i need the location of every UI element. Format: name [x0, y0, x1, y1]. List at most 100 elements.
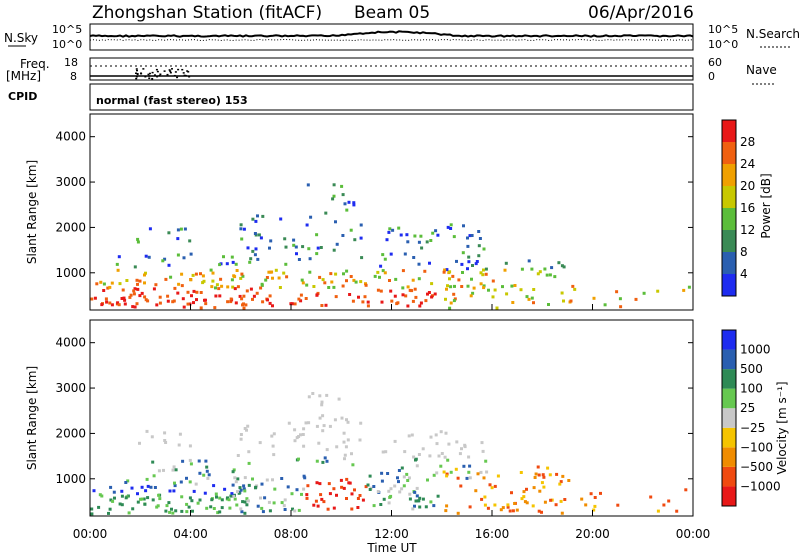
heat-cell: [112, 490, 116, 494]
heat-cell: [168, 489, 172, 493]
heat-cell: [456, 511, 460, 515]
heat-cell: [439, 464, 443, 468]
heat-cell: [345, 497, 348, 500]
heat-cell: [472, 286, 476, 290]
heat-cell: [100, 303, 104, 307]
heat-cell: [421, 497, 425, 501]
heat-cell: [326, 507, 330, 511]
heat-cell: [675, 509, 679, 513]
freq-point: [177, 68, 180, 71]
velocity-colorbar: 1000 500 100 25 −25 −100 −500 −1000: [721, 329, 781, 507]
heat-cell: [499, 508, 503, 512]
heat-cell: [417, 453, 421, 456]
heat-cell: [656, 289, 660, 293]
heat-cell: [447, 442, 451, 446]
heat-cell: [523, 500, 527, 504]
heat-cell: [243, 511, 247, 515]
heat-cell: [363, 295, 367, 299]
heat-cell: [303, 476, 307, 480]
heat-cell: [356, 506, 360, 509]
heat-cell: [396, 476, 399, 480]
power-colorbar-swatch: [722, 142, 736, 164]
heat-cell: [153, 486, 157, 489]
heat-cell: [316, 246, 320, 250]
station-title: Zhongshan Station (fitACF): [92, 3, 322, 23]
heat-cell: [154, 283, 158, 287]
heat-cell: [211, 271, 215, 275]
heat-cell: [234, 262, 238, 266]
heat-cell: [164, 509, 168, 513]
heat-cell: [538, 270, 542, 274]
heat-cell: [104, 297, 108, 301]
velocity-ylabel: Slant Range [km]: [25, 366, 39, 470]
heat-cell: [603, 303, 607, 307]
heat-cell: [335, 242, 339, 246]
heat-cell: [428, 454, 432, 458]
heat-cell: [240, 272, 244, 276]
heat-cell: [557, 261, 561, 265]
heat-cell: [503, 268, 507, 272]
heat-cell: [457, 278, 461, 282]
heat-cell: [267, 270, 271, 274]
heat-cell: [408, 492, 412, 496]
heat-cell: [218, 294, 222, 298]
heat-cell: [301, 281, 305, 285]
heat-cell: [260, 283, 264, 287]
power-panel: 1000 2000 3000 4000 Slant Range [km] 4 8 12 16…: [25, 113, 773, 311]
heat-cell: [203, 298, 206, 302]
heat-cell: [199, 272, 202, 276]
heat-cell: [429, 435, 433, 439]
heat-cell: [220, 506, 224, 510]
heat-cell: [419, 234, 423, 238]
heat-cell: [212, 484, 216, 488]
heat-cell: [124, 481, 128, 484]
heat-cell: [274, 268, 278, 272]
heat-cell: [340, 485, 344, 489]
heat-cell: [478, 237, 482, 240]
heat-cell: [191, 273, 195, 277]
heat-cell: [118, 502, 122, 506]
heat-cell: [466, 244, 470, 248]
heat-cell: [254, 219, 258, 223]
heat-cell: [345, 418, 348, 422]
heat-cell: [306, 183, 310, 187]
heat-cell: [467, 455, 471, 459]
velocity-colorbar-tick: −100: [740, 440, 773, 454]
heat-cell: [350, 492, 354, 496]
freq-panel-frame: [89, 57, 694, 81]
heat-cell: [138, 441, 141, 445]
heat-cell: [364, 282, 367, 286]
heat-cell: [418, 304, 422, 308]
heat-cell: [325, 393, 329, 397]
heat-cell: [452, 235, 456, 239]
heat-cell: [305, 283, 309, 287]
heat-cell: [297, 457, 300, 461]
heat-cell: [108, 507, 112, 511]
heat-cell: [231, 470, 235, 474]
heat-cell: [460, 262, 464, 266]
heat-cell: [225, 262, 229, 266]
heat-cell: [359, 236, 363, 240]
heat-cell: [476, 472, 480, 476]
heat-cell: [320, 304, 324, 307]
heat-cell: [400, 487, 404, 491]
heat-cell: [307, 247, 311, 251]
heat-cell: [480, 497, 484, 501]
heat-cell: [337, 397, 341, 401]
heat-cell: [401, 286, 405, 290]
heat-cell: [435, 471, 439, 475]
heat-cell: [484, 459, 488, 463]
heat-cell: [345, 279, 348, 283]
heat-cell: [145, 429, 149, 433]
freq-point: [135, 68, 138, 70]
heat-cell: [335, 445, 339, 449]
heat-cell: [194, 272, 198, 276]
heat-cell: [387, 501, 391, 505]
heat-cell: [413, 504, 416, 508]
heat-cell: [315, 424, 319, 428]
search-trace: [89, 38, 694, 42]
heat-cell: [634, 297, 638, 301]
heat-cell: [240, 237, 244, 241]
heat-cell: [383, 271, 387, 275]
heat-cell: [385, 238, 389, 242]
